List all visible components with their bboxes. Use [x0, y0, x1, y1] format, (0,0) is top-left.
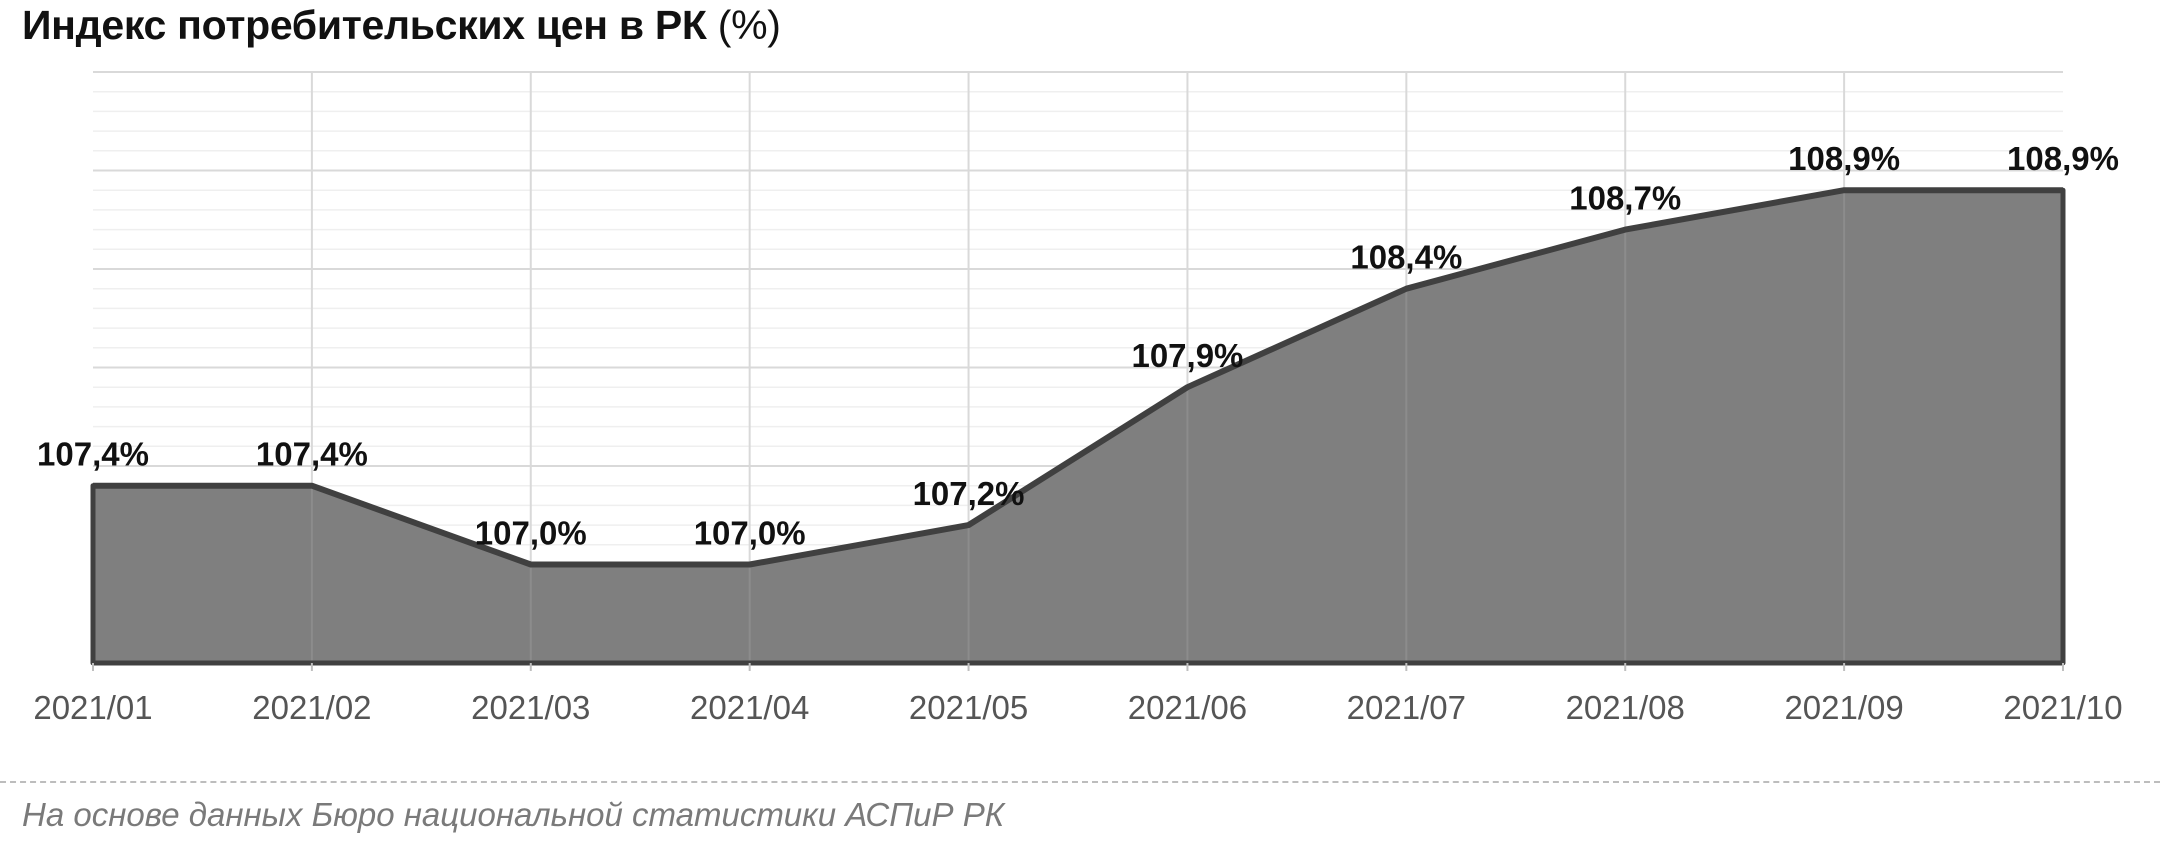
area-chart: 107,4% 107,4% 107,0% 107,0% 107,2% 107,9% 108,… [33, 71, 2123, 726]
x-tick-label: 2021/05 [909, 689, 1028, 726]
x-tick-label: 2021/06 [1128, 689, 1247, 726]
x-axis-tick-labels: 2021/01 2021/02 2021/03 2021/04 2021/05 2021/… [33, 689, 2122, 726]
series-line [93, 187, 2063, 568]
chart-title-unit: (%) [717, 2, 781, 48]
data-label: 108,9% [1788, 140, 1900, 177]
data-label: 107,0% [475, 515, 587, 552]
x-tick-label: 2021/01 [33, 689, 152, 726]
data-label: 107,4% [37, 436, 149, 473]
footer-divider [0, 781, 2160, 783]
x-tick-label: 2021/09 [1784, 689, 1903, 726]
data-labels: 107,4% 107,4% 107,0% 107,0% 107,2% 107,9% 108,… [37, 140, 2119, 551]
x-tick-label: 2021/03 [471, 689, 590, 726]
x-tick-label: 2021/10 [2003, 689, 2122, 726]
chart-title-text: Индекс потребительских цен в РК [22, 2, 707, 48]
x-tick-label: 2021/04 [690, 689, 809, 726]
data-label: 107,0% [694, 515, 806, 552]
data-label: 107,4% [256, 436, 368, 473]
x-tick-label: 2021/07 [1347, 689, 1466, 726]
data-label: 108,9% [2007, 140, 2119, 177]
x-tick-label: 2021/02 [252, 689, 371, 726]
x-tick-label: 2021/08 [1566, 689, 1685, 726]
data-label: 107,2% [913, 475, 1025, 512]
data-label: 107,9% [1131, 337, 1243, 374]
chart-title: Индекс потребительских цен в РК (%) [22, 2, 781, 49]
category-gridlines [92, 72, 2064, 671]
data-label: 108,7% [1569, 180, 1681, 217]
data-label: 108,4% [1350, 239, 1462, 276]
source-note: На основе данных Бюро национальной стати… [22, 796, 1005, 833]
series-line-path [93, 187, 2063, 568]
